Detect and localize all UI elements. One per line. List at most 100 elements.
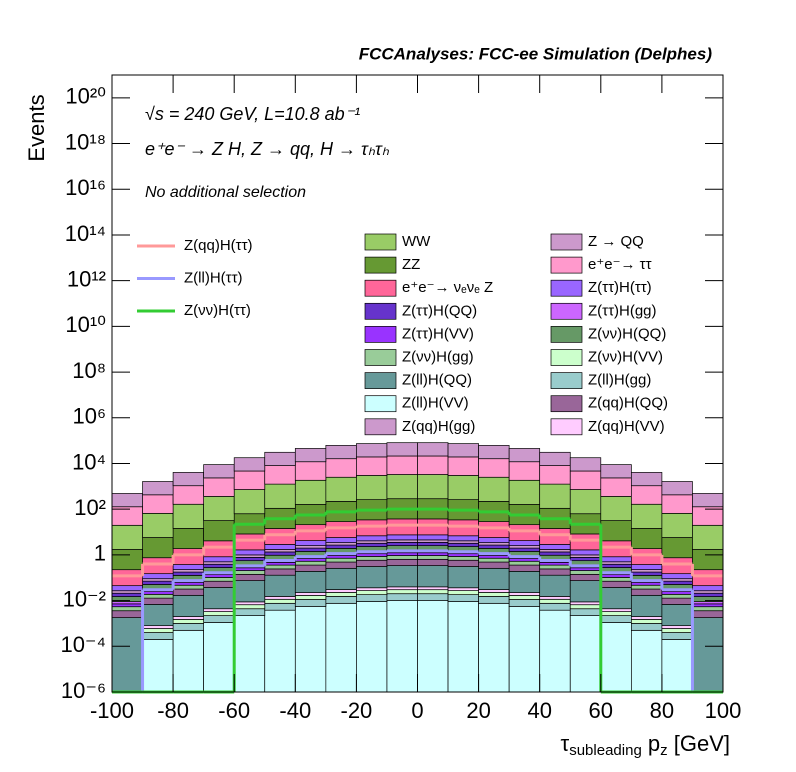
stack-bar [264,562,296,566]
stack-bar [630,619,663,624]
stack-bar [264,564,296,570]
legend-label: e⁺e⁻→ νₑνₑ Z [402,279,493,296]
chart-title: FCCAnalyses: FCC-ee Simulation (Delphes) [359,44,713,63]
stack-bar [417,593,449,601]
stack-bar [600,611,632,616]
stack-bar [264,596,296,600]
stack-bar [386,455,418,475]
stack-bar [356,566,388,589]
stack-bar [142,591,174,595]
stack-bar [386,534,418,541]
stack-bar [172,582,205,586]
stack-bar [172,619,205,624]
stack-bar [264,549,296,553]
stack-bar [356,542,388,547]
stack-bar [111,603,143,608]
stack-bar [172,528,205,549]
stack-bar [172,588,205,596]
stack-bar [447,535,479,542]
stack-bar [142,597,174,605]
stack-bar [447,443,479,458]
stack-bar [569,557,602,562]
stack-bar [447,594,479,602]
stack-bar [478,596,510,604]
stack-bar [325,567,357,590]
stack-bar [111,585,143,592]
stack-bar [417,565,449,588]
stack-bar [692,592,724,597]
x-tick-label: -40 [279,698,311,723]
y-tick-label: 10¹⁴ [65,221,106,246]
stack-bar [294,545,327,549]
stack-bar [630,503,663,529]
x-label-part: z [660,742,668,759]
stack-bar [142,557,174,575]
stack-bar [661,604,693,627]
stack-bar [386,442,418,457]
stack-bar [233,557,266,562]
x-tick-label: -100 [90,698,134,723]
legend-label: Z(νν)H(gg) [402,348,474,365]
stack-bar [203,520,235,542]
stack-bar [600,477,632,497]
stack-bar [264,528,296,545]
stack-bar [203,580,235,588]
stack-bar [356,443,388,458]
stack-bar [264,465,296,485]
stack-bar [356,556,388,561]
stack-bar [417,589,449,595]
stack-bar [539,574,571,597]
stack-bar [233,457,266,472]
stack-bar [539,568,571,576]
stack-bar [294,547,327,552]
stack-bar [539,483,571,509]
stack-bar [508,558,541,562]
x-label-part: [GeV] [668,731,730,756]
stack-bar [478,542,510,546]
y-tick-label: 10⁻² [63,586,106,611]
legend-swatch [550,326,583,343]
stack-bar [386,518,418,536]
stack-bar [203,563,235,568]
legend-label: Z(ττ)H(ττ) [588,279,652,296]
stack-bar [692,493,724,508]
stack-bar [142,573,174,580]
x-tick-label: 80 [650,698,674,723]
stack-bar [203,540,235,558]
stack-bar [539,551,571,556]
legend-swatch [364,372,397,389]
stack-bar [111,590,143,594]
stack-bar [630,594,663,617]
stack-bar [661,578,693,582]
legend-swatch [364,233,397,251]
stack-bar [630,616,663,620]
y-tick-label: 10¹⁰ [65,312,106,337]
stack-bar [203,577,235,582]
stack-bar [417,442,449,457]
y-tick-label: 10⁻⁴ [60,632,106,657]
stack-bar [203,587,235,610]
stack-bar [569,533,602,551]
legend-swatch [550,395,583,413]
stack-bar [203,611,235,616]
stack-bar [386,552,418,556]
stack-bar [630,584,663,590]
y-tick-label: 10⁸ [72,358,106,383]
stack-bar [539,602,571,611]
stack-bar [447,475,479,500]
stack-bar [325,537,357,543]
stack-bar [508,479,541,505]
stack-bar [203,622,235,693]
stack-bar [692,524,724,550]
stack-bar [661,573,693,580]
stack-bar [111,610,143,618]
stack-bar [325,557,357,563]
stack-bar [508,592,541,596]
stack-bar [417,539,449,543]
stack-bar [478,458,510,478]
legend-label: Z(qq)H(QQ) [588,395,668,412]
stack-bar [539,598,571,604]
stack-bar [203,574,235,578]
stack-bar [294,605,327,693]
stack-bar [569,601,602,606]
